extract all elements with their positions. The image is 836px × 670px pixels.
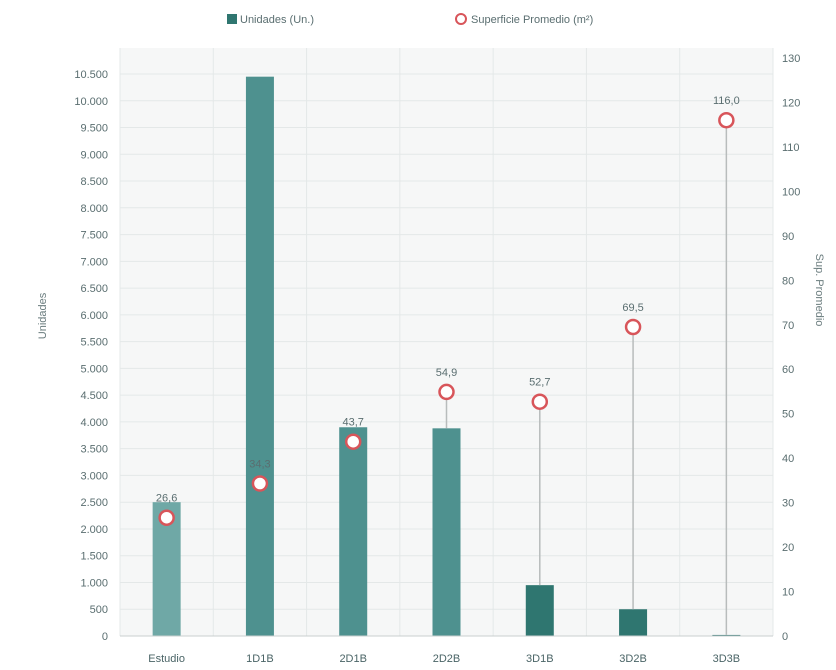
marker xyxy=(344,433,362,450)
marker-data-label: 116,0 xyxy=(713,95,740,107)
marker-data-label: 54,9 xyxy=(436,367,457,379)
bar xyxy=(712,634,741,636)
y-left-tick-label: 7.500 xyxy=(80,230,108,242)
y-right-tick-label: 100 xyxy=(782,186,800,198)
y-right-tick-label: 70 xyxy=(782,320,794,332)
y-right-tick-label: 20 xyxy=(782,542,794,554)
marker xyxy=(158,509,175,526)
y-right-tick-label: 130 xyxy=(782,53,800,65)
y-left-tick-label: 4.000 xyxy=(80,417,108,429)
y-right-tick-label: 10 xyxy=(782,587,794,599)
y-left-tick-label: 2.000 xyxy=(80,524,108,536)
y-left-tick-label: 6.000 xyxy=(80,310,108,322)
y-left-tick-label: 1.000 xyxy=(80,577,108,589)
y-left-tick-label: 3.500 xyxy=(80,444,108,456)
x-tick-label: 1D1B xyxy=(246,653,274,665)
marker-stems xyxy=(445,120,728,635)
y-right-tick-label: 120 xyxy=(782,97,800,109)
x-tick-label: 3D1B xyxy=(526,653,554,665)
marker-data-label: 43,7 xyxy=(343,417,364,429)
y-left-tick-label: 4.500 xyxy=(80,390,108,402)
y-left-tick-label: 1.500 xyxy=(80,551,108,563)
y-left-tick-label: 8.500 xyxy=(80,176,108,188)
y-right-tick-label: 60 xyxy=(782,364,794,376)
bar xyxy=(619,609,648,636)
y-right-tick-label: 40 xyxy=(782,453,794,465)
bar xyxy=(245,76,274,636)
y-right-tick-label: 80 xyxy=(782,275,794,287)
marker-data-label: 69,5 xyxy=(622,302,643,314)
axes: 05001.0001.5002.0002.5003.0003.5004.0004… xyxy=(74,53,800,665)
y-left-tick-label: 8.000 xyxy=(80,203,108,215)
legend: Unidades (Un.) Superficie Promedio (m²) xyxy=(227,13,593,26)
y-right-tick-label: 30 xyxy=(782,498,794,510)
marker xyxy=(251,475,269,492)
y-left-tick-label: 7.000 xyxy=(80,256,108,268)
legend-swatch-bar xyxy=(227,14,237,24)
marker xyxy=(531,393,549,410)
y-right-tick-label: 50 xyxy=(782,409,794,421)
marker-data-label: 26,6 xyxy=(156,493,177,505)
y-axis-left-title: Unidades xyxy=(37,292,49,339)
marker xyxy=(624,318,642,336)
marker-data-label: 34,3 xyxy=(249,458,270,470)
bars xyxy=(152,76,741,636)
y-left-tick-label: 3.000 xyxy=(80,470,108,482)
x-tick-label: 3D3B xyxy=(713,653,741,665)
y-left-tick-label: 10.500 xyxy=(74,69,108,81)
x-tick-label: 2D1B xyxy=(339,653,367,665)
x-tick-label: 3D2B xyxy=(619,653,647,665)
x-tick-label: Estudio xyxy=(148,653,185,665)
y-right-tick-label: 0 xyxy=(782,631,788,643)
y-left-tick-label: 5.500 xyxy=(80,337,108,349)
x-tick-label: 2D2B xyxy=(433,653,461,665)
legend-swatch-marker xyxy=(455,13,467,25)
y-left-tick-label: 5.000 xyxy=(80,363,108,375)
y-left-tick-label: 10.000 xyxy=(74,96,108,108)
bar xyxy=(432,428,461,636)
bar xyxy=(525,585,554,636)
y-left-tick-label: 9.000 xyxy=(80,149,108,161)
y-left-tick-label: 0 xyxy=(102,631,108,643)
marker-data-label: 52,7 xyxy=(529,377,550,389)
y-left-tick-label: 2.500 xyxy=(80,497,108,509)
y-right-tick-label: 90 xyxy=(782,231,794,243)
legend-label-marker: Superficie Promedio (m²) xyxy=(471,14,593,26)
y-axis-right-title: Sup. Promedio xyxy=(813,254,825,327)
marker xyxy=(718,111,735,129)
legend-label-bar: Unidades (Un.) xyxy=(240,14,314,26)
y-left-tick-label: 500 xyxy=(90,604,108,616)
y-right-tick-label: 110 xyxy=(782,142,800,154)
y-left-tick-label: 6.500 xyxy=(80,283,108,295)
data-labels: 26,6 34,3 43,7 54,9 52,7 69,5 116,0 xyxy=(156,95,740,504)
bar xyxy=(339,427,368,636)
markers xyxy=(158,111,735,526)
y-left-tick-label: 9.500 xyxy=(80,123,108,135)
marker xyxy=(438,383,455,401)
